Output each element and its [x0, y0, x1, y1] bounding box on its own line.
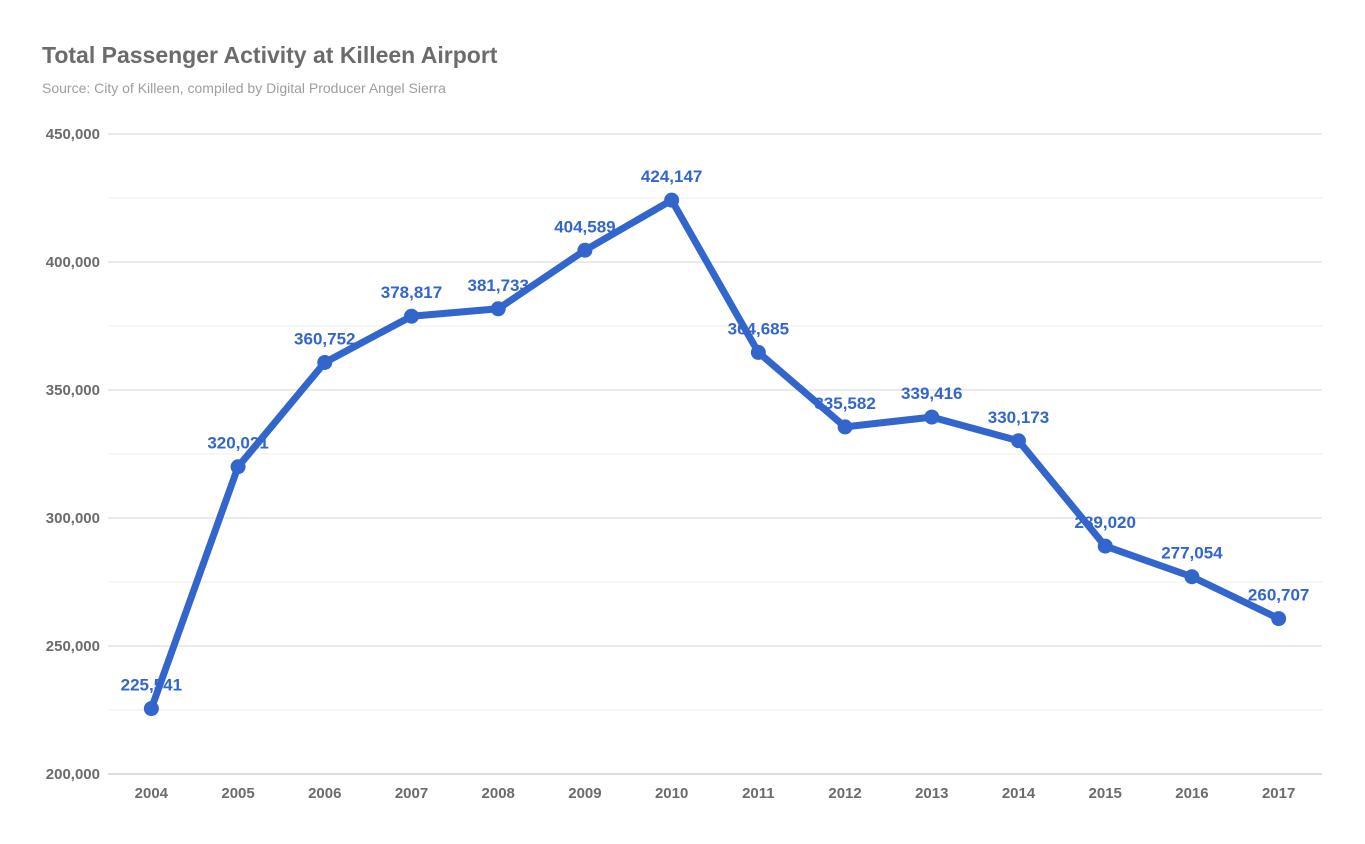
- data-point: [1271, 611, 1287, 627]
- data-point: [924, 409, 940, 425]
- x-tick-label: 2012: [828, 785, 861, 802]
- x-tick-label: 2014: [1002, 785, 1036, 802]
- data-point: [750, 344, 766, 360]
- y-tick-label: 350,000: [46, 382, 100, 399]
- x-tick-label: 2004: [135, 785, 169, 802]
- data-label: 360,752: [294, 329, 355, 348]
- data-point: [577, 242, 593, 258]
- x-tick-label: 2006: [308, 785, 341, 802]
- x-tick-label: 2010: [655, 785, 688, 802]
- y-tick-label: 200,000: [46, 766, 100, 783]
- data-label: 260,707: [1248, 586, 1309, 605]
- x-tick-label: 2013: [915, 785, 948, 802]
- y-tick-label: 400,000: [46, 254, 100, 271]
- x-tick-label: 2015: [1089, 785, 1122, 802]
- data-point: [837, 419, 853, 435]
- data-label: 404,589: [554, 217, 615, 236]
- data-label: 335,582: [814, 394, 875, 413]
- data-point: [404, 308, 419, 324]
- data-label: 364,685: [728, 319, 789, 338]
- data-point: [230, 459, 246, 475]
- series-line: [147, 196, 1283, 713]
- data-label: 381,733: [467, 276, 528, 295]
- x-tick-label: 2009: [568, 785, 601, 802]
- chart-subtitle: Source: City of Killeen, compiled by Dig…: [42, 80, 446, 96]
- data-point: [317, 354, 333, 370]
- data-point: [664, 192, 680, 208]
- data-label: 378,817: [381, 283, 442, 302]
- y-tick-label: 450,000: [46, 126, 100, 143]
- x-tick-label: 2016: [1175, 785, 1208, 802]
- data-point: [1184, 569, 1200, 585]
- x-tick-label: 2005: [221, 785, 254, 802]
- data-label: 277,054: [1161, 544, 1223, 563]
- data-label: 424,147: [641, 167, 702, 186]
- y-tick-label: 250,000: [46, 638, 100, 655]
- data-point: [1011, 433, 1026, 449]
- data-label: 289,020: [1074, 513, 1135, 532]
- x-tick-label: 2007: [395, 785, 428, 802]
- x-tick-label: 2017: [1262, 785, 1295, 802]
- y-tick-label: 300,000: [46, 510, 100, 527]
- chart-title: Total Passenger Activity at Killeen Airp…: [42, 42, 498, 68]
- data-point: [490, 301, 506, 317]
- data-point: [1097, 538, 1113, 554]
- data-label: 320,021: [207, 434, 268, 453]
- x-tick-label: 2008: [482, 785, 515, 802]
- data-point: [143, 701, 159, 717]
- x-tick-label: 2011: [742, 785, 775, 802]
- data-label: 330,173: [988, 408, 1049, 427]
- data-label: 339,416: [901, 384, 962, 403]
- data-label: 225,541: [121, 676, 182, 695]
